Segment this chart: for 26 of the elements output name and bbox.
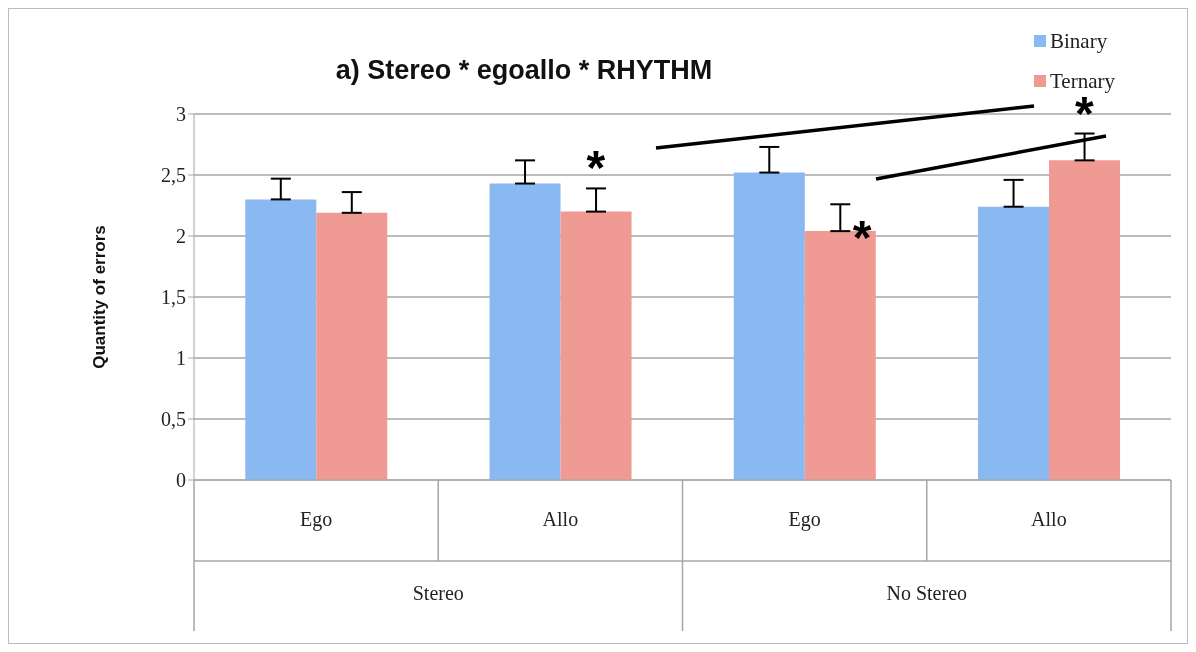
y-tick-label: 2 [176, 225, 186, 248]
bar [489, 183, 561, 480]
text: No Stereo [886, 582, 968, 604]
bar [245, 199, 317, 480]
bar [1049, 160, 1121, 480]
x-tick-label: Ego [788, 508, 821, 531]
annotation: * [586, 141, 606, 195]
bar [316, 212, 388, 480]
bar [978, 206, 1050, 480]
y-tick-label: 3 [176, 103, 186, 126]
y-tick-label: 1 [176, 347, 186, 370]
x-tick-label: Allo [542, 508, 579, 530]
x-tick-label: Ego [300, 508, 333, 531]
annotation: * [852, 211, 872, 265]
text: Stereo [412, 582, 464, 604]
x-tick-label: Allo [1031, 508, 1067, 530]
chart-title: a) Stereo * egoallo * RHYTHM [335, 55, 713, 85]
legend-label: Binary [1050, 28, 1108, 55]
y-tick-label: 0,5 [161, 408, 186, 431]
bar [560, 211, 632, 480]
y-tick-label: 1,5 [161, 286, 186, 309]
y-tick-label: 2,5 [161, 164, 186, 187]
bar [733, 172, 805, 480]
y-tick-label: 0 [176, 469, 186, 492]
y-axis-title: Quantity of errors [90, 225, 110, 369]
legend-label: Ternary [1050, 68, 1115, 95]
